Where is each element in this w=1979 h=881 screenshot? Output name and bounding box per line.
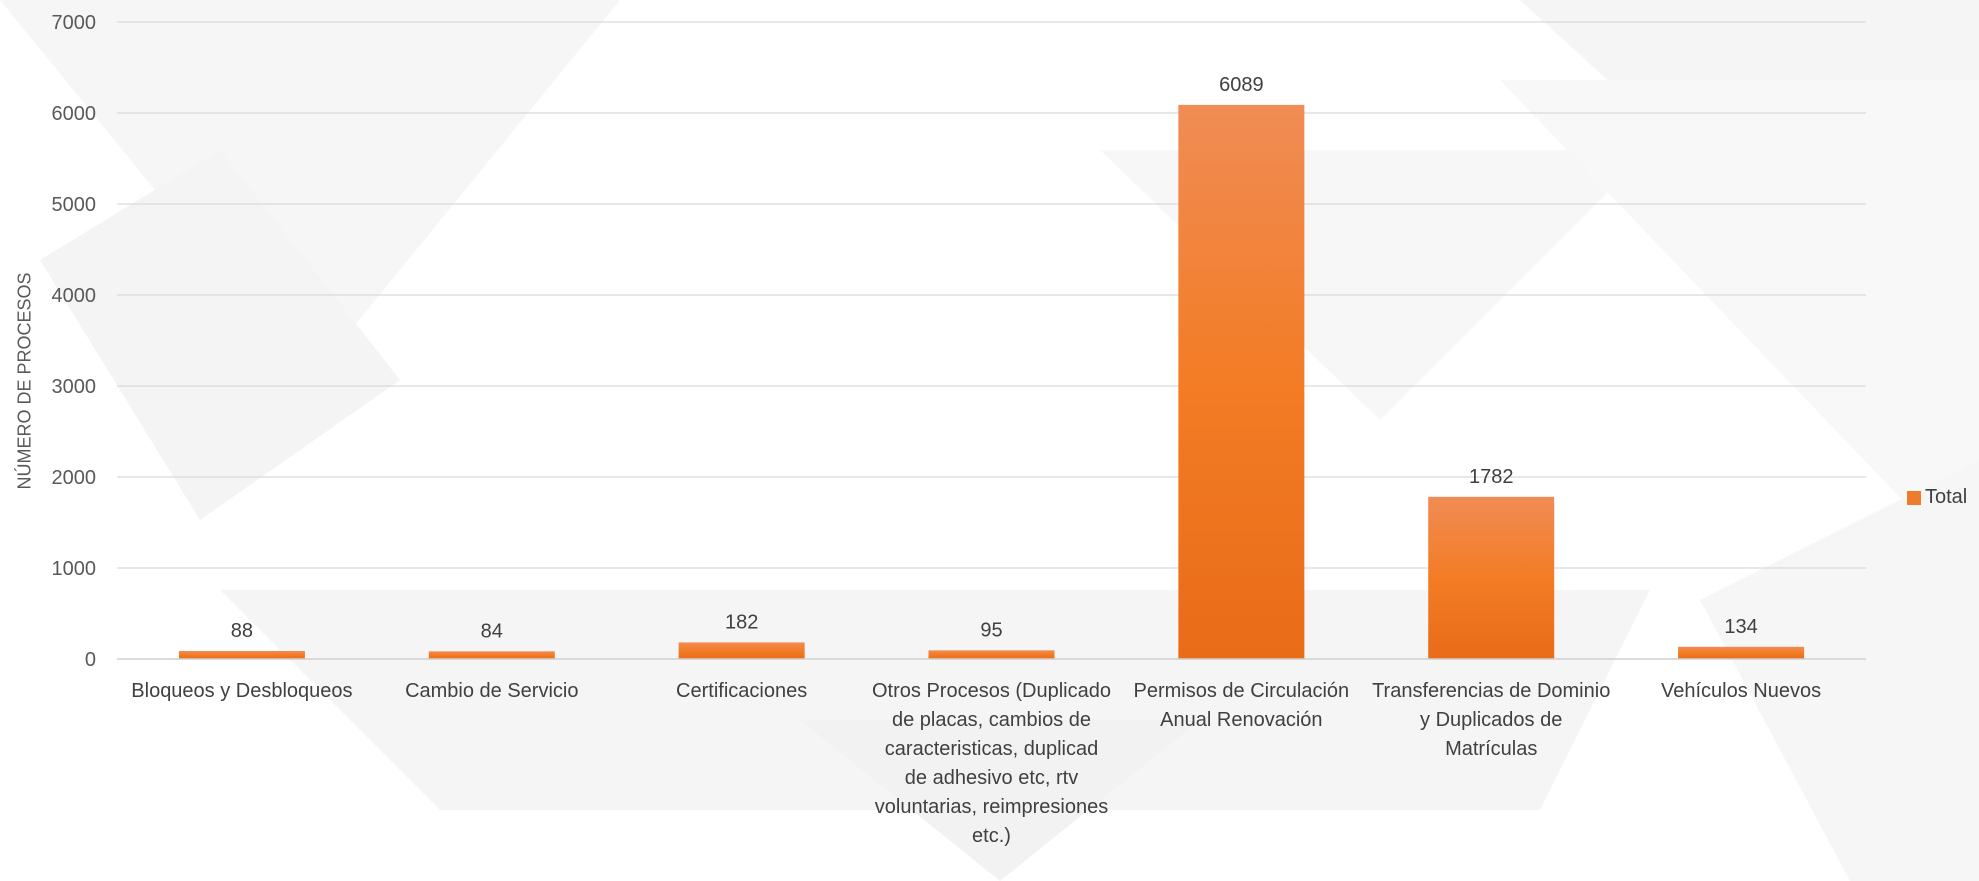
y-tick-label: 1000 <box>52 558 97 580</box>
y-tick-label: 7000 <box>52 12 97 34</box>
x-tick-label: Bloqueos y Desbloqueos <box>131 680 353 702</box>
y-axis-title: NÚMERO DE PROCESOS <box>14 272 35 490</box>
bar <box>678 642 805 659</box>
bar <box>1178 104 1305 659</box>
bar <box>1428 496 1555 659</box>
data-label: 95 <box>980 619 1002 641</box>
y-tick-label: 4000 <box>52 285 97 307</box>
data-label: 182 <box>725 611 758 633</box>
bar <box>178 650 305 659</box>
y-tick-label: 0 <box>85 649 96 671</box>
x-tick-label: Permisos de Circulación Anual Renovación <box>1133 680 1350 731</box>
x-tick-label: Transferencias de Dominio y Duplicados d… <box>1372 680 1611 760</box>
y-tick-label: 3000 <box>52 376 97 398</box>
legend-swatch <box>1907 490 1921 505</box>
y-tick-label: 5000 <box>52 194 97 216</box>
data-label: 6089 <box>1219 74 1264 96</box>
data-labels: 88 84 182 95 6089 1782 134 <box>231 74 1758 642</box>
x-tick-label: Otros Procesos (Duplicado de placas, cam… <box>872 680 1111 847</box>
data-label: 84 <box>481 620 503 642</box>
legend: Total <box>1907 486 1967 509</box>
data-label: 134 <box>1724 616 1757 638</box>
gridlines <box>117 21 1866 569</box>
x-tick-label: Vehículos Nuevos <box>1661 680 1822 702</box>
bar <box>1678 646 1805 659</box>
x-tick-label: Certificaciones <box>676 680 808 702</box>
bar <box>428 651 555 659</box>
y-tick-label: 6000 <box>52 103 97 125</box>
bars <box>178 104 1805 659</box>
x-tick-label: Cambio de Servicio <box>405 680 579 702</box>
data-label: 1782 <box>1469 466 1514 488</box>
bar <box>928 650 1055 659</box>
y-tick-label: 2000 <box>52 467 97 489</box>
data-label: 88 <box>231 620 253 642</box>
legend-label-total: Total <box>1925 486 1968 508</box>
y-axis-ticks: 0 1000 2000 3000 4000 5000 6000 7000 <box>52 12 97 671</box>
